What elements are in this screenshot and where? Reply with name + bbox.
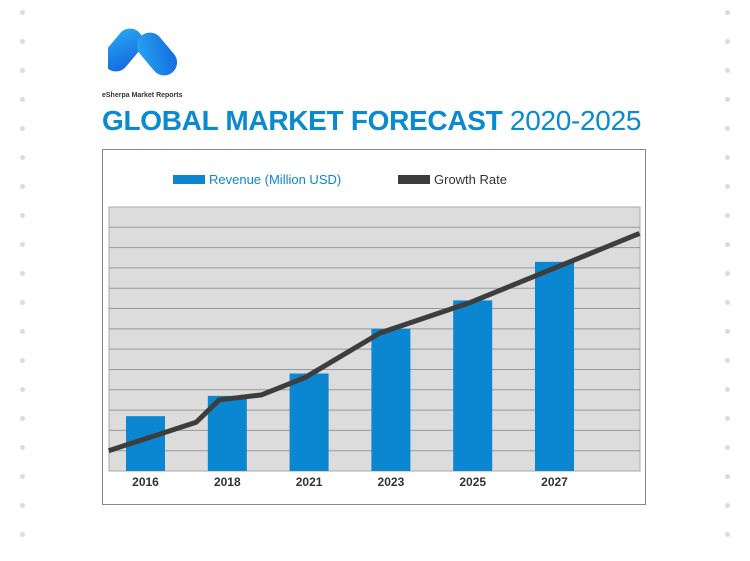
decorative-dot (725, 532, 730, 537)
growth-rate-line (107, 231, 641, 454)
decorative-dots-left (20, 10, 26, 561)
decorative-dot (20, 213, 25, 218)
brand-name: eSherpa Market Reports (102, 92, 183, 99)
legend-growth: Growth Rate (398, 172, 507, 187)
decorative-dots-right (725, 10, 731, 561)
chart-frame (102, 149, 646, 505)
decorative-dot (20, 10, 25, 15)
decorative-dot (20, 68, 25, 73)
decorative-dot (725, 10, 730, 15)
decorative-dot (725, 474, 730, 479)
decorative-dot (20, 358, 25, 363)
legend-revenue: Revenue (Million USD) (173, 172, 341, 187)
decorative-dot (20, 503, 25, 508)
decorative-dot (725, 213, 730, 218)
decorative-dot (725, 271, 730, 276)
decorative-dot (725, 68, 730, 73)
decorative-dot (20, 155, 25, 160)
decorative-dot (725, 155, 730, 160)
x-tick-label: 2018 (214, 475, 241, 489)
decorative-dot (20, 97, 25, 102)
decorative-dot (725, 39, 730, 44)
page-title: GLOBAL MARKET FORECAST 2020-2025 (102, 105, 641, 137)
chart: 2016 2018 2021 2023 2025 2027 (107, 206, 641, 489)
bar-2018 (207, 395, 247, 471)
decorative-dot (725, 242, 730, 247)
decorative-dot (20, 242, 25, 247)
x-tick-label: 2027 (541, 475, 568, 489)
decorative-dot (725, 329, 730, 334)
bar-2021 (289, 373, 329, 471)
decorative-dot (20, 271, 25, 276)
x-tick-label: 2025 (459, 475, 486, 489)
x-tick-label: 2016 (132, 475, 159, 489)
decorative-dot (725, 184, 730, 189)
x-tick-label: 2023 (378, 475, 405, 489)
decorative-dot (20, 474, 25, 479)
title-years: 2020-2025 (509, 105, 642, 136)
bar-2023 (371, 328, 411, 471)
decorative-dot (20, 445, 25, 450)
decorative-dot (725, 358, 730, 363)
legend-label-revenue: Revenue (Million USD) (209, 172, 342, 187)
legend-label-growth: Growth Rate (434, 172, 507, 187)
bar-2025 (453, 300, 493, 471)
decorative-dot (20, 39, 25, 44)
decorative-dot (20, 329, 25, 334)
bar-2027 (535, 261, 574, 471)
decorative-dot (725, 503, 730, 508)
decorative-dot (725, 387, 730, 392)
decorative-dot (725, 126, 730, 131)
esherpa-logo-icon (108, 28, 178, 76)
decorative-dot (725, 300, 730, 305)
x-tick-label: 2021 (296, 475, 323, 489)
legend-swatch-revenue (173, 175, 205, 184)
decorative-dot (20, 532, 25, 537)
decorative-dot (20, 184, 25, 189)
decorative-dot (20, 126, 25, 131)
decorative-dot (725, 416, 730, 421)
legend-swatch-growth (398, 175, 430, 184)
decorative-dot (20, 387, 25, 392)
decorative-dot (725, 97, 730, 102)
decorative-dot (20, 300, 25, 305)
title-main: GLOBAL MARKET FORECAST (102, 105, 503, 136)
decorative-dot (20, 416, 25, 421)
decorative-dot (725, 445, 730, 450)
